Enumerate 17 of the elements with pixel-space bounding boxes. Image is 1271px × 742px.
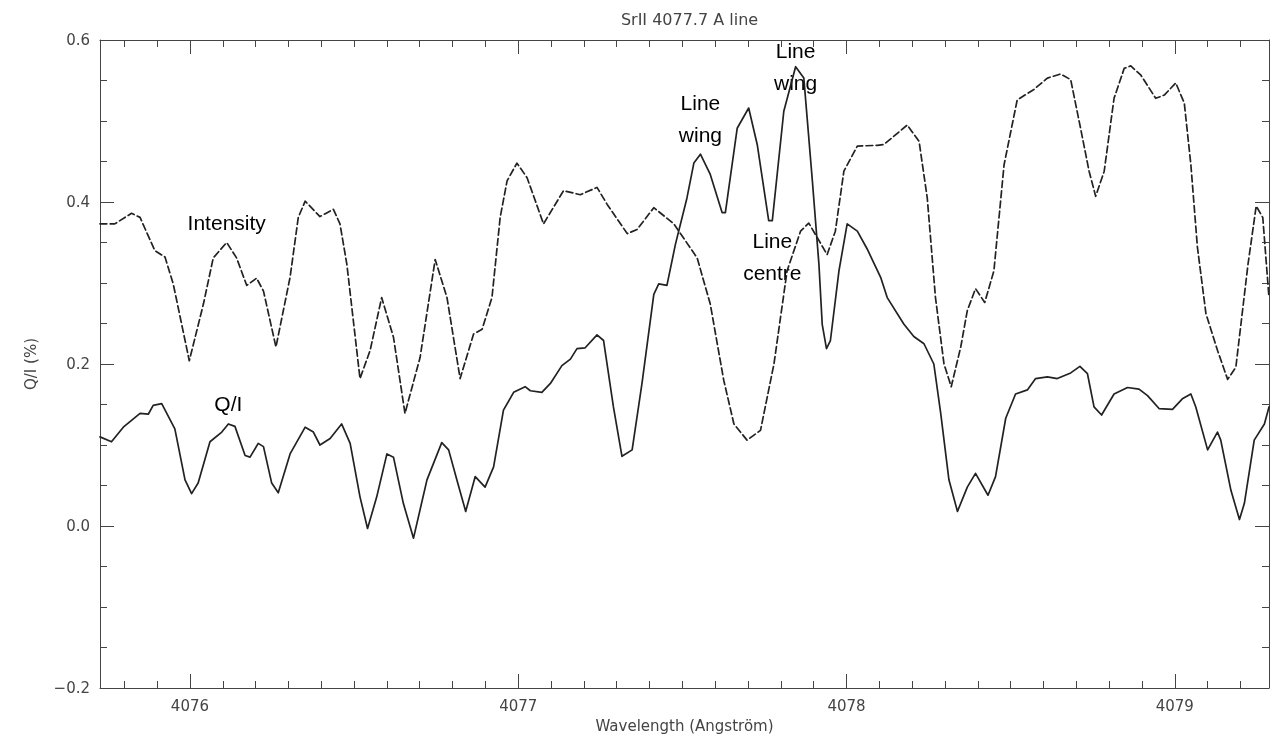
annotation: Intensity — [187, 211, 267, 234]
annotation: Line centre — [743, 229, 802, 285]
y-tick-label: 0.0 — [66, 517, 90, 535]
x-axis-title: Wavelength (Angström) — [595, 716, 774, 735]
x-tick-label: 4076 — [170, 696, 210, 715]
annotation: Line wing — [677, 90, 723, 146]
x-tick-label: 4078 — [827, 696, 866, 715]
annotation: Q/I — [214, 392, 243, 416]
y-tick-label: −0.2 — [53, 679, 90, 697]
y-tick-label: 0.4 — [66, 193, 90, 211]
y-axis-title: Q/I (%) — [21, 337, 40, 391]
x-tick-label: 4077 — [499, 696, 538, 715]
line-series — [99, 65, 1270, 539]
y-tick-label: 0.2 — [66, 355, 90, 373]
chart-title: SrII 4077.7 A line — [620, 9, 759, 29]
y-tick-label: 0.6 — [66, 31, 90, 49]
x-tick-label: 4079 — [1155, 696, 1194, 715]
